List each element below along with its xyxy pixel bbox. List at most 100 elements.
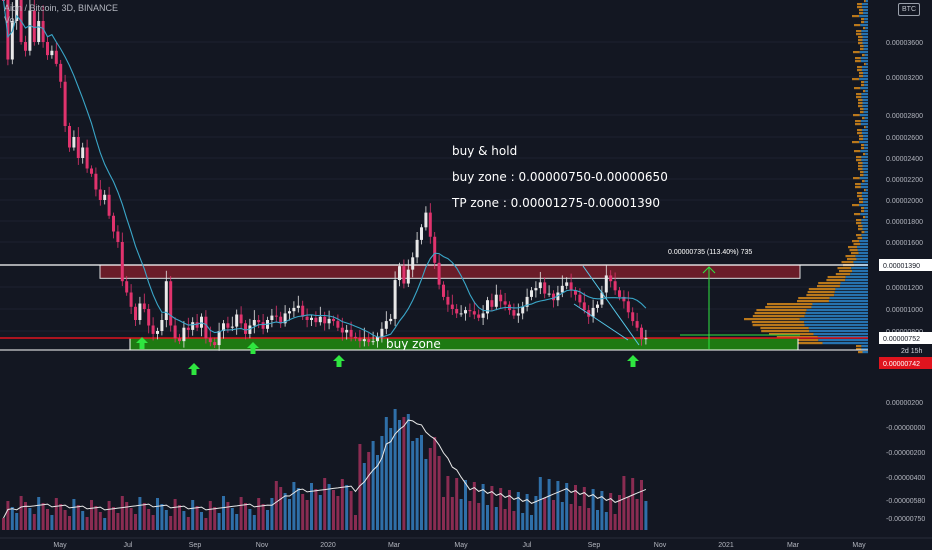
profile-bar-sell: [863, 9, 868, 12]
profile-bar-buy: [858, 162, 863, 165]
volume-bar: [442, 497, 445, 530]
profile-bar-sell: [861, 93, 868, 96]
wedge-lower-line: [573, 303, 629, 341]
volume-tick-label: -0.00000400: [886, 475, 925, 482]
profile-bar-sell: [862, 351, 868, 354]
candle-body: [389, 318, 393, 322]
volume-tick-label: -0.00000750: [886, 516, 925, 523]
price-tick-label: 0.00002200: [886, 177, 923, 184]
volume-bar: [226, 502, 230, 530]
volume-bar: [318, 495, 322, 530]
candle-body: [336, 321, 340, 328]
tp-price-tag: [879, 259, 932, 271]
volume-bar: [279, 487, 283, 530]
volume-bar: [349, 491, 353, 530]
volume-bar: [362, 463, 366, 530]
candle-body: [129, 292, 133, 307]
profile-bar-buy: [863, 27, 866, 30]
volume-bar: [618, 495, 621, 530]
time-axis[interactable]: May Jul Sep Nov 2020 Mar May Jul Sep Nov 2021 Mar Ma…: [53, 542, 866, 549]
volume-bar: [450, 497, 454, 530]
candle-body: [618, 290, 621, 297]
profile-bar-sell: [863, 45, 868, 48]
volume-bar: [142, 503, 146, 530]
candle-body: [178, 338, 181, 342]
candle-body: [411, 257, 415, 270]
profile-bar-sell: [859, 51, 868, 54]
currency-badge[interactable]: BTC: [898, 3, 920, 16]
profile-bar-sell: [855, 255, 868, 258]
profile-bar-sell: [839, 285, 868, 288]
current-price-tag: [879, 332, 932, 344]
profile-bar-buy: [761, 330, 810, 333]
profile-bar-buy: [863, 216, 866, 219]
candle-body: [204, 316, 208, 339]
profile-bar-buy: [857, 237, 863, 240]
candle-body: [433, 236, 437, 263]
profile-bar-buy: [756, 309, 807, 312]
volume-bar: [424, 459, 428, 530]
profile-bar-sell: [861, 30, 868, 33]
candle-body: [446, 296, 450, 305]
volume-bar: [398, 420, 401, 530]
volume-bar: [433, 437, 437, 530]
volume-bar: [626, 497, 630, 530]
volume-bar: [274, 481, 278, 530]
profile-bar-sell: [862, 225, 868, 228]
profile-bar-sell: [863, 198, 868, 201]
volume-bar: [50, 515, 54, 530]
volume-bar: [288, 499, 291, 530]
profile-bar-buy: [785, 342, 823, 345]
price-axis[interactable]: 0.00003600 0.00003200 0.00002800 0.00002600…: [879, 40, 932, 523]
profile-bar-buy: [860, 171, 864, 174]
candle-body: [486, 300, 489, 314]
current-price-label: 0.00000752: [883, 336, 920, 343]
profile-bar-sell: [809, 330, 868, 333]
profile-bar-sell: [863, 48, 868, 51]
profile-bar-sell: [864, 117, 868, 120]
candle-body: [6, 0, 10, 60]
profile-bar-buy: [861, 231, 865, 234]
profile-bar-buy: [839, 270, 853, 273]
candle-body: [477, 314, 481, 318]
profile-bar-sell: [835, 288, 868, 291]
profile-bar-buy: [760, 327, 809, 330]
candle-body: [582, 302, 586, 311]
profile-bar-sell: [862, 228, 868, 231]
buy-zone-label: buy zone: [386, 337, 441, 351]
profile-bar-sell: [804, 321, 868, 324]
volume-bar: [508, 490, 511, 530]
profile-bar-buy: [861, 81, 865, 84]
time-tick-label: Nov: [654, 542, 667, 549]
volume-bar: [565, 483, 569, 530]
volume-tick-label: 0.00000200: [886, 400, 923, 407]
volume-bar: [244, 503, 247, 530]
volume-bar: [314, 489, 318, 530]
profile-bar-sell: [864, 54, 868, 57]
candle-body: [173, 325, 177, 339]
candle-body: [169, 281, 173, 326]
volume-bar: [200, 512, 203, 530]
profile-bar-sell: [860, 213, 868, 216]
price-tick-label: 0.00002600: [886, 135, 923, 142]
volume-bar: [543, 498, 547, 530]
time-tick-label: May: [53, 542, 67, 549]
measure-arrowhead: [702, 266, 716, 274]
candle-body: [481, 313, 485, 318]
candle-body: [147, 309, 151, 326]
candle-body: [94, 173, 98, 190]
profile-bar-sell: [859, 114, 868, 117]
volume-bar: [76, 505, 80, 530]
profile-bar-sell: [865, 126, 868, 129]
volume-bar: [552, 500, 555, 530]
candle-body: [226, 323, 230, 328]
candle-body: [213, 342, 217, 346]
candle-body: [120, 242, 124, 282]
profile-bar-buy: [856, 30, 862, 33]
profile-bar-sell: [857, 249, 868, 252]
profile-bar-sell: [865, 90, 868, 93]
candle-body: [398, 266, 401, 281]
candle-body: [41, 21, 45, 42]
profile-bar-sell: [863, 171, 868, 174]
